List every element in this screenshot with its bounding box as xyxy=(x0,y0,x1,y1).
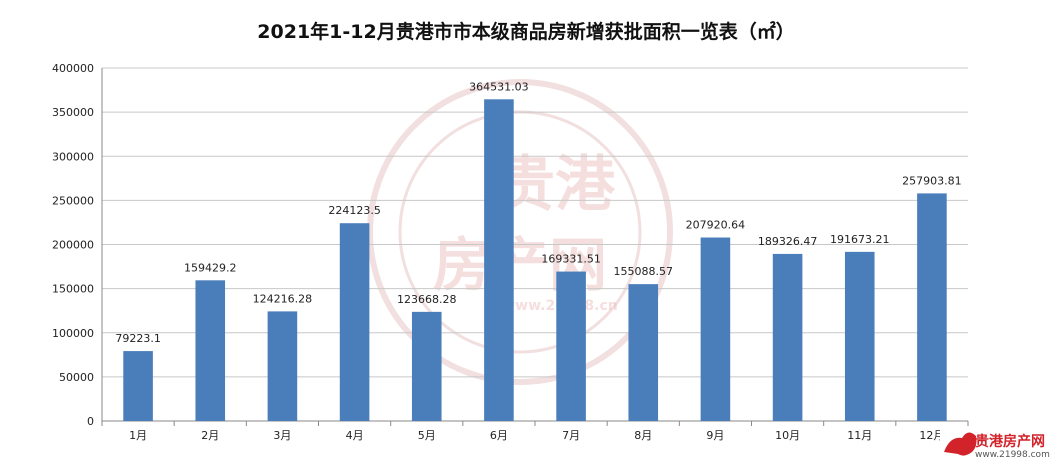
data-label: 257903.81 xyxy=(902,174,962,187)
logo: 贵港房产网 www.21998.com xyxy=(940,430,1052,461)
y-tick-label: 250000 xyxy=(52,194,94,207)
bar xyxy=(411,311,442,421)
x-tick-label: 12月 xyxy=(919,429,944,442)
bar xyxy=(772,253,803,421)
bar xyxy=(195,280,226,421)
x-tick-label: 3月 xyxy=(273,429,291,442)
data-label: 124216.28 xyxy=(253,292,313,305)
bar xyxy=(556,271,586,421)
x-tick-label: 6月 xyxy=(490,429,508,442)
x-tick-label: 2月 xyxy=(201,429,219,442)
bar xyxy=(844,251,875,421)
y-tick-label: 50000 xyxy=(59,371,94,384)
bar xyxy=(267,311,298,421)
data-label: 123668.28 xyxy=(397,293,457,306)
data-label: 169331.51 xyxy=(541,253,601,266)
x-tick-label: 9月 xyxy=(706,429,724,442)
data-label: 207920.64 xyxy=(686,219,746,232)
watermark-text-top: 贵港 xyxy=(495,150,616,220)
x-tick-label: 11月 xyxy=(847,429,872,442)
logo-icon xyxy=(944,432,977,456)
logo-name: 贵港房产网 xyxy=(975,433,1045,450)
data-label: 79223.1 xyxy=(115,332,161,345)
data-label: 224123.5 xyxy=(328,204,381,217)
y-tick-label: 150000 xyxy=(52,283,94,296)
bar xyxy=(339,223,370,421)
y-tick-label: 400000 xyxy=(52,62,94,75)
y-tick-label: 350000 xyxy=(52,106,94,119)
data-label: 159429.2 xyxy=(184,261,237,274)
data-labels: 79223.1 159429.2 124216.28 224123.5 123668.2… xyxy=(115,80,961,345)
bars xyxy=(123,99,947,422)
x-axis-ticks: 1月 2月 3月 4月 5月 6月 7月 8月 9月 10月 11月 12月 xyxy=(101,421,969,442)
chart-title: 2021年1-12月贵港市市本级商品房新增获批面积一览表（㎡） xyxy=(257,20,794,43)
data-label: 155088.57 xyxy=(614,265,674,278)
bar xyxy=(917,193,947,421)
y-tick-label: 200000 xyxy=(52,239,94,252)
x-tick-label: 4月 xyxy=(346,429,364,442)
y-tick-label: 300000 xyxy=(52,150,94,163)
x-tick-label: 5月 xyxy=(418,429,436,442)
y-tick-label: 100000 xyxy=(52,327,94,340)
data-label: 191673.21 xyxy=(830,233,890,246)
logo-url: www.21998.com xyxy=(975,450,1050,460)
x-tick-label: 1月 xyxy=(129,429,147,442)
bar xyxy=(484,99,514,422)
data-label: 364531.03 xyxy=(469,80,529,93)
bar xyxy=(123,351,153,421)
y-axis-ticks: 0 50000 100000 150000 200000 250000 300000 3500… xyxy=(52,62,94,428)
x-tick-label: 8月 xyxy=(634,429,652,442)
x-tick-label: 7月 xyxy=(562,429,580,442)
bar xyxy=(700,237,731,421)
y-tick-label: 0 xyxy=(87,415,94,428)
x-tick-label: 10月 xyxy=(775,429,800,442)
data-label: 189326.47 xyxy=(758,235,818,248)
bar xyxy=(628,284,659,421)
